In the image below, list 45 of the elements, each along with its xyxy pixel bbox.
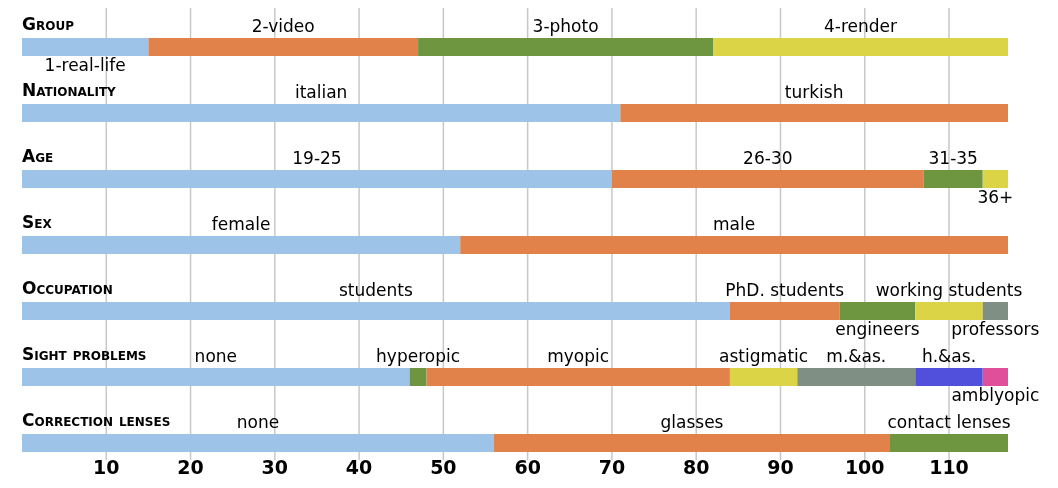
- series-label: 26-30: [743, 148, 793, 168]
- series-label: working students: [875, 280, 1023, 300]
- series-label: contact lenses: [887, 412, 1011, 432]
- y-tick-label: Sight problems: [22, 344, 147, 364]
- series-label: engineers: [835, 319, 920, 339]
- x-tick-label: 40: [345, 456, 373, 478]
- x-tick-label: 60: [514, 456, 541, 478]
- y-tick-label: Age: [22, 146, 54, 166]
- y-tick-label: Sex: [22, 212, 53, 232]
- x-tick-label: 90: [767, 456, 794, 478]
- series-label: students: [339, 280, 414, 300]
- y-tick-label: Nationality: [22, 80, 117, 100]
- series-label: professors: [951, 319, 1040, 339]
- series-label: 3-photo: [532, 16, 599, 36]
- series-label: hyperopic: [376, 346, 461, 366]
- x-tick-label: 70: [598, 456, 626, 478]
- series-label: 1-real-life: [44, 55, 126, 75]
- x-tick-label: 110: [929, 456, 969, 478]
- series-label: astigmatic: [719, 346, 809, 366]
- series-label: 36+: [977, 187, 1014, 207]
- x-tick-label: 20: [177, 456, 204, 478]
- series-label: 31-35: [928, 148, 978, 168]
- series-label: 19-25: [292, 148, 342, 168]
- series-label: turkish: [784, 82, 844, 102]
- series-label: none: [236, 412, 280, 432]
- x-tick-label: 100: [844, 456, 885, 478]
- y-tick-label: Group: [22, 14, 75, 34]
- series-label: female: [211, 214, 271, 234]
- y-tick-label: Occupation: [22, 278, 113, 298]
- x-tick-label: 80: [682, 456, 710, 478]
- series-label: m.&as.: [826, 346, 887, 366]
- series-label: glasses: [660, 412, 724, 432]
- x-tick-label: 10: [93, 456, 120, 478]
- x-tick-label: 50: [430, 456, 457, 478]
- y-tick-label: Correction lenses: [22, 410, 171, 430]
- series-label: italian: [294, 82, 348, 102]
- series-label: PhD. students: [725, 280, 845, 300]
- x-tick-label: 30: [261, 456, 289, 478]
- series-label: male: [713, 214, 756, 234]
- series-label: 2-video: [251, 16, 315, 36]
- series-label: 4-render: [824, 16, 898, 36]
- series-label: myopic: [547, 346, 610, 366]
- series-label: amblyopic: [951, 385, 1040, 405]
- series-label: none: [194, 346, 238, 366]
- series-label: h.&as.: [921, 346, 977, 366]
